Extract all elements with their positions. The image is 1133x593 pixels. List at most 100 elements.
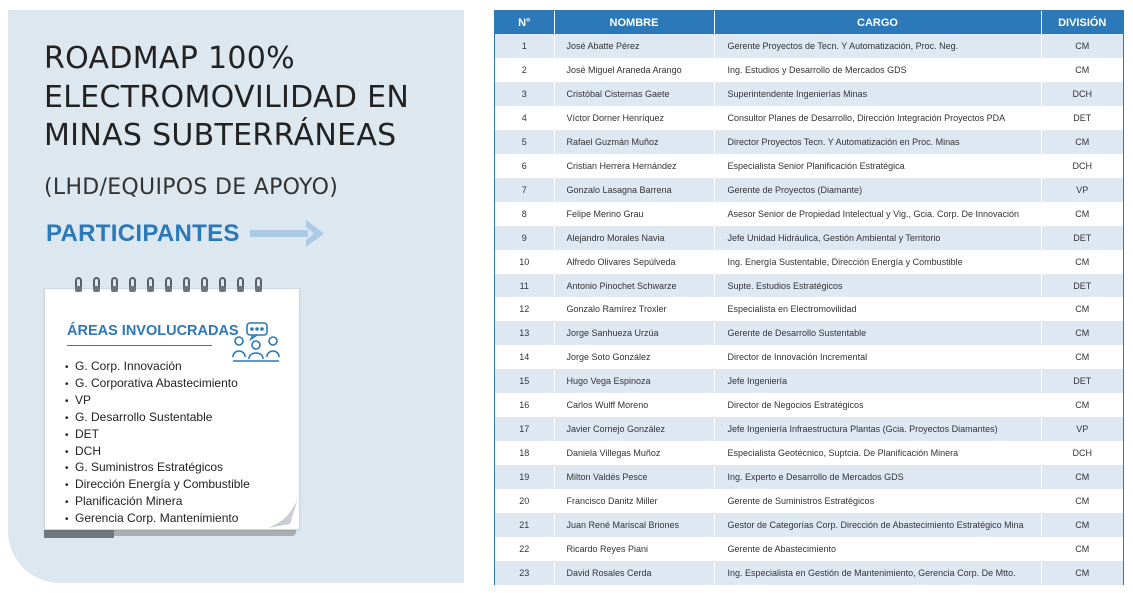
cell-cargo: Especialista en Electromovilidad bbox=[714, 297, 1042, 322]
cell-cargo: Jefe Ingeniería bbox=[714, 369, 1042, 394]
cell-division: CM bbox=[1041, 393, 1123, 418]
meeting-people-icon bbox=[232, 322, 280, 362]
area-item: Dirección Energía y Combustible bbox=[65, 477, 250, 494]
page-title: ROADMAP 100% ELECTROMOVILIDAD EN MINAS S… bbox=[44, 40, 409, 156]
cell-num: 15 bbox=[495, 369, 555, 394]
cell-cargo: Gerente Proyectos de Tecn. Y Automatizac… bbox=[714, 34, 1042, 58]
cell-nombre: Alfredo Olivares Sepúlveda bbox=[554, 249, 715, 274]
cell-num: 5 bbox=[495, 129, 555, 154]
notepad-sheet: ÁREAS INVOLUCRADAS G. Corp. Innovación G… bbox=[44, 277, 300, 530]
cell-cargo: Gestor de Categorías Corp. Dirección de … bbox=[714, 513, 1042, 538]
cell-num: 8 bbox=[495, 201, 555, 226]
cell-num: 10 bbox=[495, 249, 555, 274]
cell-nombre: Gonzalo Ramírez Troxler bbox=[554, 297, 715, 322]
cell-nombre: Víctor Dorner Henríquez bbox=[554, 105, 715, 130]
area-item: G. Corp. Innovación bbox=[65, 359, 250, 376]
cell-num: 6 bbox=[495, 153, 555, 178]
cell-nombre: Cristóbal Cisternas Gaete bbox=[554, 81, 715, 106]
table-row: 21 Juan René Mariscal Briones Gestor de Ca… bbox=[495, 513, 1123, 538]
ring-icon bbox=[201, 277, 208, 295]
cell-cargo: Especialista Geotécnico, Suptcia. De Pla… bbox=[714, 441, 1042, 466]
cell-nombre: Javier Cornejo González bbox=[554, 417, 715, 442]
page-subtitle: (LHD/EQUIPOS DE APOYO) bbox=[44, 175, 339, 200]
cell-num: 16 bbox=[495, 393, 555, 418]
table-row: 8 Felipe Merino Grau Asesor Senior de Prop… bbox=[495, 201, 1123, 226]
cell-nombre: Rafael Guzmán Muñoz bbox=[554, 129, 715, 154]
areas-list: G. Corp. Innovación G. Corporativa Abast… bbox=[65, 359, 250, 528]
cell-num: 20 bbox=[495, 489, 555, 514]
title-line-1: ROADMAP 100% bbox=[44, 41, 295, 76]
cell-division: DCH bbox=[1041, 153, 1123, 178]
header-division: DIVISIÓN bbox=[1041, 11, 1123, 34]
cell-nombre: Felipe Merino Grau bbox=[554, 201, 715, 226]
areas-title: ÁREAS INVOLUCRADAS bbox=[67, 323, 239, 339]
area-item: Gerencia Corp. Mantenimiento bbox=[65, 511, 250, 528]
cell-num: 23 bbox=[495, 560, 555, 585]
table-row: 18 Daniela Villegas Muñoz Especialista Geo… bbox=[495, 441, 1123, 466]
cell-num: 2 bbox=[495, 57, 555, 82]
cell-nombre: Francisco Danitz Miller bbox=[554, 489, 715, 514]
ring-icon bbox=[255, 277, 262, 295]
table-header-row: N° NOMBRE CARGO DIVISIÓN bbox=[495, 11, 1123, 34]
cell-num: 17 bbox=[495, 417, 555, 442]
table-row: 16 Carlos Wulff Moreno Director de Negocio… bbox=[495, 393, 1123, 418]
table-row: 3 Cristóbal Cisternas Gaete Superintendent… bbox=[495, 81, 1123, 106]
table-row: 23 David Rosales Cerda Ing. Especialista e… bbox=[495, 560, 1123, 585]
cell-cargo: Gerente de Desarrollo Sustentable bbox=[714, 321, 1042, 346]
cell-nombre: Ricardo Reyes Piani bbox=[554, 537, 715, 561]
cell-num: 12 bbox=[495, 297, 555, 322]
cell-num: 13 bbox=[495, 321, 555, 346]
area-item: G. Desarrollo Sustentable bbox=[65, 410, 250, 427]
table-row: 10 Alfredo Olivares Sepúlveda Ing. Energía… bbox=[495, 249, 1123, 274]
cell-nombre: Milton Valdés Pesce bbox=[554, 465, 715, 490]
table-row: 14 Jorge Soto González Director de Innovac… bbox=[495, 345, 1123, 370]
cell-cargo: Ing. Experto e Desarrollo de Mercados GD… bbox=[714, 465, 1042, 490]
areas-title-underline bbox=[67, 345, 212, 346]
participantes-label: PARTICIPANTES bbox=[46, 220, 240, 247]
cell-division: CM bbox=[1041, 321, 1123, 346]
cell-division: VP bbox=[1041, 417, 1123, 442]
table-row: 6 Cristian Herrera Hernández Especialista … bbox=[495, 153, 1123, 178]
cell-division: VP bbox=[1041, 177, 1123, 202]
area-item: VP bbox=[65, 393, 250, 410]
ring-icon bbox=[183, 277, 190, 295]
cell-nombre: Juan René Mariscal Briones bbox=[554, 513, 715, 538]
cell-cargo: Jefe Ingeniería Infraestructura Plantas … bbox=[714, 417, 1042, 442]
header-cargo: CARGO bbox=[714, 11, 1042, 34]
title-line-2: ELECTROMOVILIDAD EN bbox=[44, 79, 410, 115]
cell-division: DCH bbox=[1041, 81, 1123, 106]
table-row: 9 Alejandro Morales Navia Jefe Unidad Hidr… bbox=[495, 225, 1123, 250]
cell-division: CM bbox=[1041, 489, 1123, 514]
arrow-right-icon bbox=[250, 220, 324, 247]
cell-num: 3 bbox=[495, 81, 555, 106]
area-item: DCH bbox=[65, 444, 250, 461]
cell-cargo: Ing. Especialista en Gestión de Mantenim… bbox=[714, 560, 1042, 585]
cell-num: 19 bbox=[495, 465, 555, 490]
header-num: N° bbox=[495, 11, 555, 34]
cell-num: 1 bbox=[495, 34, 555, 58]
cell-cargo: Director de Negocios Estratégicos bbox=[714, 393, 1042, 418]
page-curl bbox=[268, 498, 298, 528]
table-row: 11 Antonio Pinochet Schwarze Supte. Estudi… bbox=[495, 273, 1123, 298]
table-row: 4 Víctor Dorner Henríquez Consultor Planes… bbox=[495, 105, 1123, 130]
cell-division: DET bbox=[1041, 225, 1123, 250]
header-nombre: NOMBRE bbox=[554, 11, 715, 34]
cell-division: CM bbox=[1041, 297, 1123, 322]
table-row: 17 Javier Cornejo González Jefe Ingeniería… bbox=[495, 417, 1123, 442]
participants-table: N° NOMBRE CARGO DIVISIÓN 1 José Abatte Pé… bbox=[494, 10, 1124, 585]
table-row: 7 Gonzalo Lasagna Barrena Gerente de Proye… bbox=[495, 177, 1123, 202]
table-row: 2 José Miguel Araneda Arango Ing. Estudios… bbox=[495, 57, 1123, 82]
cell-cargo: Supte. Estudios Estratégicos bbox=[714, 273, 1042, 298]
table-row: 1 José Abatte Pérez Gerente Proyectos de T… bbox=[495, 34, 1123, 58]
cell-division: CM bbox=[1041, 129, 1123, 154]
cell-cargo: Ing. Energía Sustentable, Dirección Ener… bbox=[714, 249, 1042, 274]
cell-num: 11 bbox=[495, 273, 555, 298]
ring-icon bbox=[147, 277, 154, 295]
cell-division: DET bbox=[1041, 105, 1123, 130]
table-row: 19 Milton Valdés Pesce Ing. Experto e Desa… bbox=[495, 465, 1123, 490]
cell-cargo: Gerente de Suministros Estratégicos bbox=[714, 489, 1042, 514]
cell-division: CM bbox=[1041, 57, 1123, 82]
area-item: G. Suministros Estratégicos bbox=[65, 460, 250, 477]
area-item: DET bbox=[65, 427, 250, 444]
ring-icon bbox=[93, 277, 100, 295]
